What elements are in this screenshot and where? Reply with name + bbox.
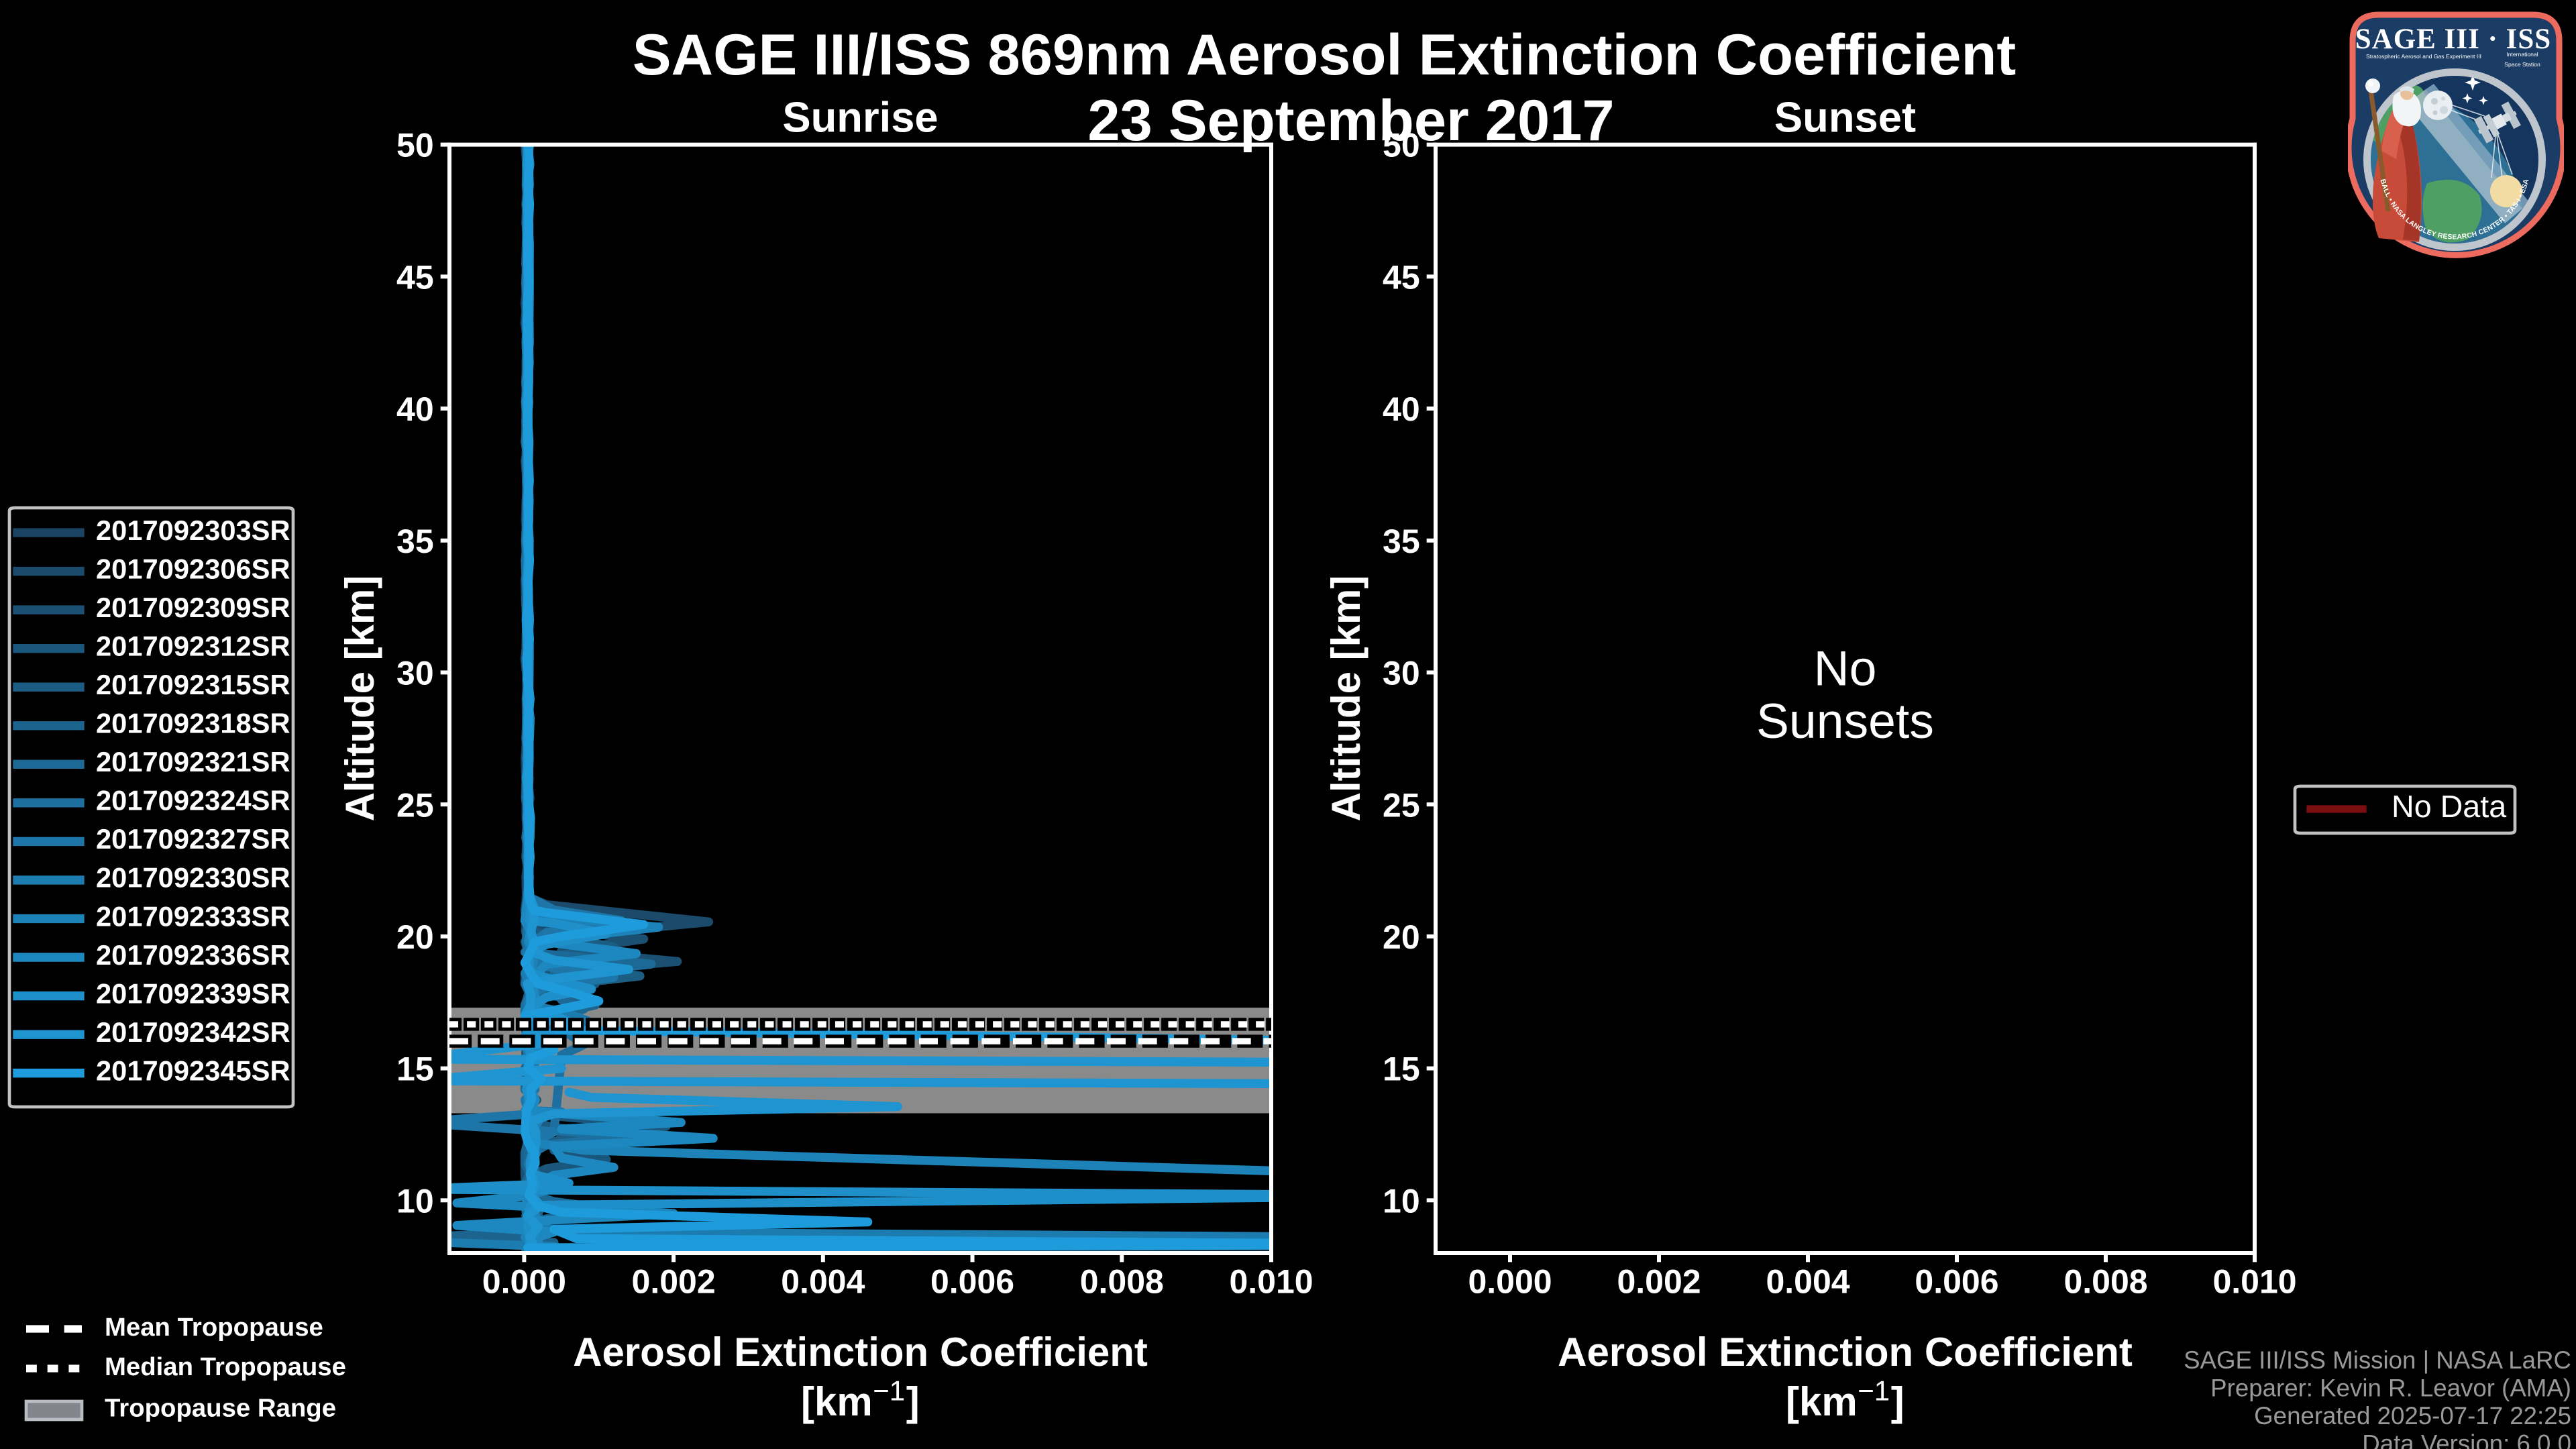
svg-text:10: 10: [396, 1182, 434, 1220]
svg-text:0.010: 0.010: [1229, 1263, 1313, 1301]
svg-text:Space Station: Space Station: [2504, 61, 2540, 68]
svg-text:SAGE III/ISS Mission | NASA La: SAGE III/ISS Mission | NASA LaRC: [2184, 1346, 2571, 1374]
svg-text:Altitude [km]: Altitude [km]: [1324, 576, 1368, 822]
svg-text:Median Tropopause: Median Tropopause: [105, 1352, 346, 1381]
svg-text:2017092336SR: 2017092336SR: [96, 939, 290, 971]
svg-text:0.000: 0.000: [1468, 1263, 1552, 1301]
svg-text:2017092309SR: 2017092309SR: [96, 592, 290, 623]
svg-text:15: 15: [396, 1051, 434, 1088]
svg-text:Mean Tropopause: Mean Tropopause: [105, 1313, 323, 1342]
svg-text:35: 35: [1383, 523, 1420, 560]
svg-text:Data Version: 6.0.0: Data Version: 6.0.0: [2362, 1430, 2571, 1449]
svg-text:Aerosol Extinction Coefficient: Aerosol Extinction Coefficient: [573, 1330, 1148, 1375]
svg-text:45: 45: [396, 258, 434, 296]
svg-text:35: 35: [396, 523, 434, 560]
svg-text:Sunsets: Sunsets: [1756, 694, 1934, 749]
svg-text:[ k m ] −: [ k m ] − 1: [801, 1369, 930, 1424]
svg-text:[ k m ] −: [ k m ] − 1: [1786, 1369, 1915, 1424]
svg-text:Tropopause Range: Tropopause Range: [105, 1394, 336, 1423]
svg-text:25: 25: [396, 786, 434, 824]
svg-text:2017092303SR: 2017092303SR: [96, 515, 290, 546]
svg-text:Stratospheric Aerosol and Gas: Stratospheric Aerosol and Gas Experiment…: [2366, 53, 2481, 60]
svg-text:2017092333SR: 2017092333SR: [96, 900, 290, 932]
svg-text:50: 50: [1383, 127, 1420, 164]
svg-text:23 September 2017: 23 September 2017: [1087, 89, 1614, 153]
svg-text:No: No: [1814, 641, 1877, 696]
svg-text:2017092321SR: 2017092321SR: [96, 746, 290, 777]
svg-text:0.002: 0.002: [632, 1263, 716, 1301]
svg-text:0.008: 0.008: [1080, 1263, 1164, 1301]
svg-text:2017092342SR: 2017092342SR: [96, 1016, 290, 1048]
svg-text:Altitude [km]: Altitude [km]: [337, 576, 382, 822]
svg-text:Sunrise: Sunrise: [782, 95, 938, 142]
svg-text:15: 15: [1383, 1051, 1420, 1088]
svg-text:0.004: 0.004: [781, 1263, 865, 1301]
svg-text:2017092327SR: 2017092327SR: [96, 823, 290, 855]
svg-text:20: 20: [396, 918, 434, 956]
svg-text:2017092345SR: 2017092345SR: [96, 1055, 290, 1086]
svg-text:30: 30: [1383, 655, 1420, 692]
svg-text:0.006: 0.006: [1915, 1263, 1998, 1301]
svg-text:No Data: No Data: [2392, 789, 2506, 824]
svg-text:Sunset: Sunset: [1774, 95, 1916, 142]
svg-text:50: 50: [396, 127, 434, 164]
svg-text:SAGE III/ISS 869nm Aerosol Ext: SAGE III/ISS 869nm Aerosol Extinction Co…: [633, 23, 2017, 87]
svg-text:SAGE III · ISS: SAGE III · ISS: [2355, 23, 2551, 55]
svg-text:2017092318SR: 2017092318SR: [96, 708, 290, 739]
svg-text:2017092339SR: 2017092339SR: [96, 977, 290, 1009]
svg-text:30: 30: [396, 655, 434, 692]
svg-text:0.002: 0.002: [1617, 1263, 1701, 1301]
svg-text:International: International: [2506, 51, 2538, 58]
svg-text:40: 40: [396, 390, 434, 428]
svg-text:45: 45: [1383, 258, 1420, 296]
svg-text:25: 25: [1383, 786, 1420, 824]
svg-text:0.010: 0.010: [2212, 1263, 2296, 1301]
svg-text:Generated 2025-07-17 22:25: Generated 2025-07-17 22:25: [2254, 1402, 2571, 1430]
svg-text:40: 40: [1383, 390, 1420, 428]
svg-text:2017092315SR: 2017092315SR: [96, 669, 290, 700]
svg-text:Aerosol Extinction Coefficient: Aerosol Extinction Coefficient: [1558, 1330, 2133, 1375]
svg-text:2017092306SR: 2017092306SR: [96, 553, 290, 584]
svg-text:2017092324SR: 2017092324SR: [96, 785, 290, 816]
svg-text:20: 20: [1383, 918, 1420, 956]
svg-text:0.006: 0.006: [930, 1263, 1014, 1301]
svg-text:0.004: 0.004: [1766, 1263, 1849, 1301]
svg-text:2017092312SR: 2017092312SR: [96, 630, 290, 661]
svg-text:0.000: 0.000: [482, 1263, 566, 1301]
svg-text:10: 10: [1383, 1182, 1420, 1220]
svg-text:2017092330SR: 2017092330SR: [96, 862, 290, 894]
svg-text:Preparer: Kevin R. Leavor (AMA: Preparer: Kevin R. Leavor (AMA): [2210, 1375, 2571, 1402]
svg-text:0.008: 0.008: [2063, 1263, 2147, 1301]
